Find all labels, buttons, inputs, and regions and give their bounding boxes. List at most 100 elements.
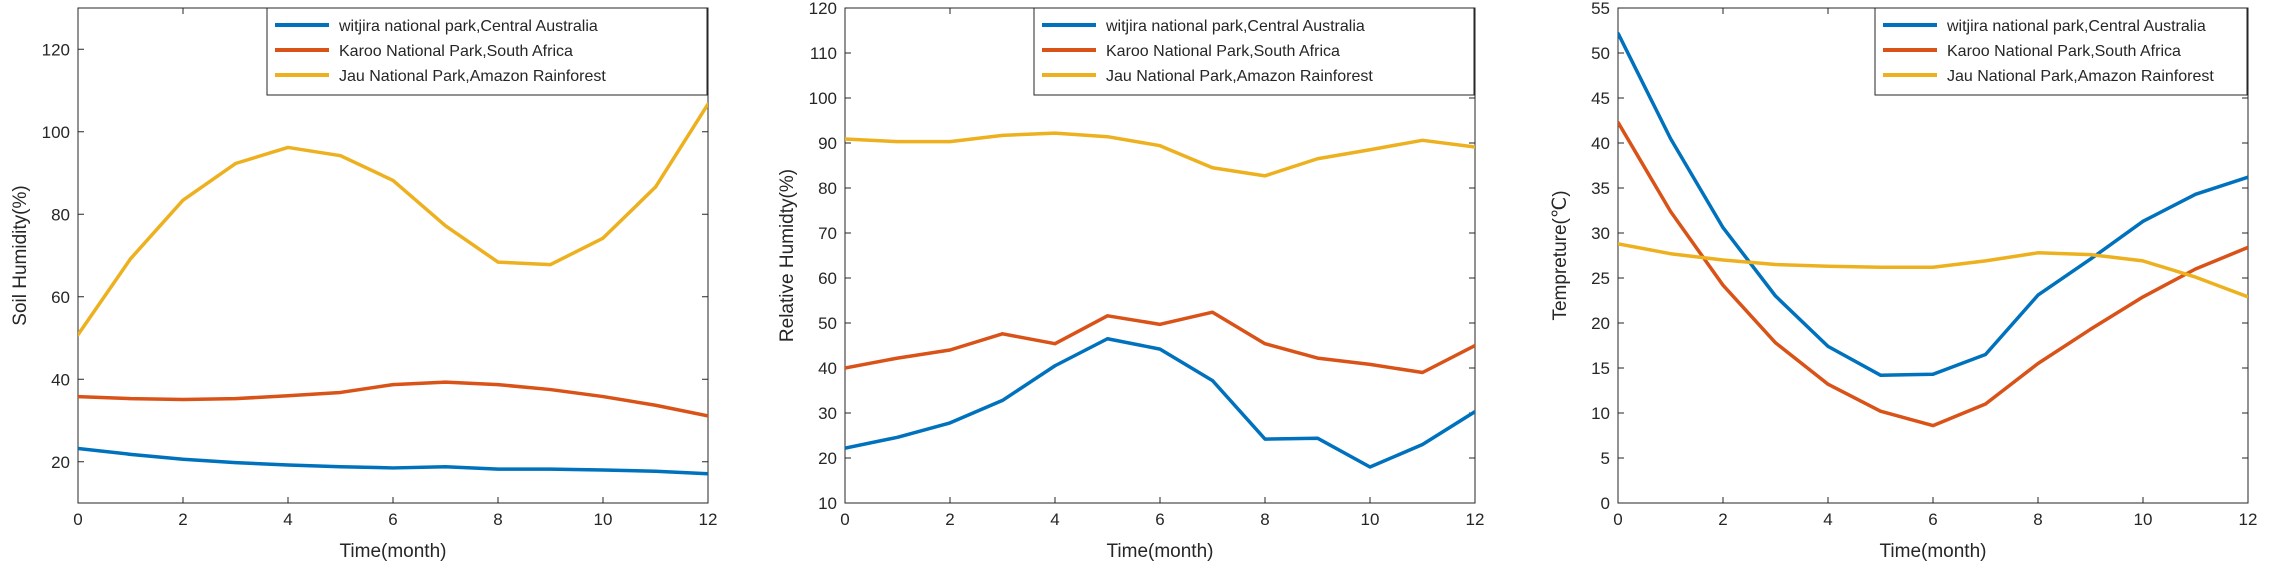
legend: witjira national park,Central Australia K… [1874,7,2248,96]
x-tick-label: 6 [1155,510,1164,529]
data-point [339,154,342,158]
data-point [2036,293,2040,297]
data-point [1473,410,1475,414]
data-point [1421,138,1424,142]
data-point [444,224,447,228]
data-point [1421,443,1424,446]
data-point [1931,265,1935,269]
legend: witjira national park,Central Australia K… [1033,7,1475,96]
legend-label: witjira national park,Central Australia [338,18,598,35]
data-point [549,263,552,267]
data-point [1721,258,1725,262]
data-point [948,421,952,425]
data-point [1826,382,1830,386]
data-point [1669,137,1672,140]
data-point [1316,356,1319,360]
data-point [654,469,657,473]
x-axis-label: Time(month) [1880,541,1987,562]
data-point [1984,402,1987,406]
data-point [1263,342,1267,346]
data-point [549,388,552,392]
data-point [1211,379,1214,383]
y-tick-label: 50 [1591,44,1610,63]
legend-label: Jau National Park,Amazon Rainforest [339,68,606,85]
data-point [1473,344,1475,347]
data-point [339,465,342,469]
data-point [2141,295,2145,299]
y-axis-label: Relative Humidty(%) [777,169,798,342]
legend-label: Jau National Park,Amazon Rainforest [1947,68,2214,85]
x-tick-label: 2 [945,510,954,529]
x-tick-label: 12 [1466,510,1485,529]
data-point [234,461,237,465]
x-tick-label: 4 [283,510,292,529]
legend-label: witjira national park,Central Australia [1105,18,1365,35]
data-point [181,457,185,461]
data-point [2141,219,2145,223]
data-point [1618,31,1620,35]
y-axis-label: Tempreture(℃) [1550,190,1571,320]
data-point [1618,120,1620,124]
x-tick-label: 10 [2134,510,2153,529]
data-point [444,380,447,384]
data-point [444,465,447,469]
data-point [1211,310,1214,314]
data-point [496,467,500,471]
data-point [1001,398,1004,402]
data-point [1984,353,1987,356]
data-point [234,397,237,401]
data-point [1001,332,1004,336]
legend-label: Karoo National Park,South Africa [339,43,573,60]
y-tick-label: 20 [818,449,837,468]
x-tick-label: 6 [1928,510,1937,529]
y-tick-label: 55 [1591,0,1610,18]
data-point [948,348,952,352]
data-point [78,395,80,399]
data-point [2141,259,2145,263]
x-tick-label: 0 [73,510,82,529]
data-point [896,140,899,144]
data-point [129,397,132,401]
data-point [1774,294,1777,298]
y-tick-label: 40 [51,370,70,389]
data-point [1158,144,1162,148]
data-point [1316,436,1319,440]
x-tick-label: 4 [1050,510,1059,529]
y-tick-label: 110 [810,44,837,63]
data-point [1879,373,1882,377]
data-point [2246,175,2248,179]
x-tick-label: 12 [699,510,718,529]
data-point [706,102,708,106]
data-point [391,466,395,470]
data-point [181,397,185,401]
data-point [1158,347,1162,351]
x-tick-label: 8 [493,510,502,529]
data-point [1984,259,1987,263]
data-point [601,236,605,240]
x-tick-label: 0 [1613,510,1622,529]
data-point [496,383,500,387]
data-point [2246,245,2248,249]
data-point [1879,409,1882,413]
data-point [1368,465,1372,469]
y-tick-label: 30 [818,404,837,423]
y-tick-label: 60 [51,288,70,307]
data-point [1421,371,1424,374]
y-tick-label: 25 [1591,269,1610,288]
x-tick-label: 10 [594,510,613,529]
data-point [1826,344,1830,348]
data-point [845,446,847,450]
data-point [78,447,80,451]
y-tick-label: 10 [818,494,837,513]
x-axis-label: Time(month) [1107,541,1214,562]
y-tick-label: 80 [51,205,70,224]
y-tick-label: 40 [1591,134,1610,153]
data-point [2036,251,2040,255]
data-point [286,145,290,149]
data-point [1158,322,1162,326]
data-point [1316,157,1319,161]
data-point [1721,283,1725,287]
data-point [2246,295,2248,299]
